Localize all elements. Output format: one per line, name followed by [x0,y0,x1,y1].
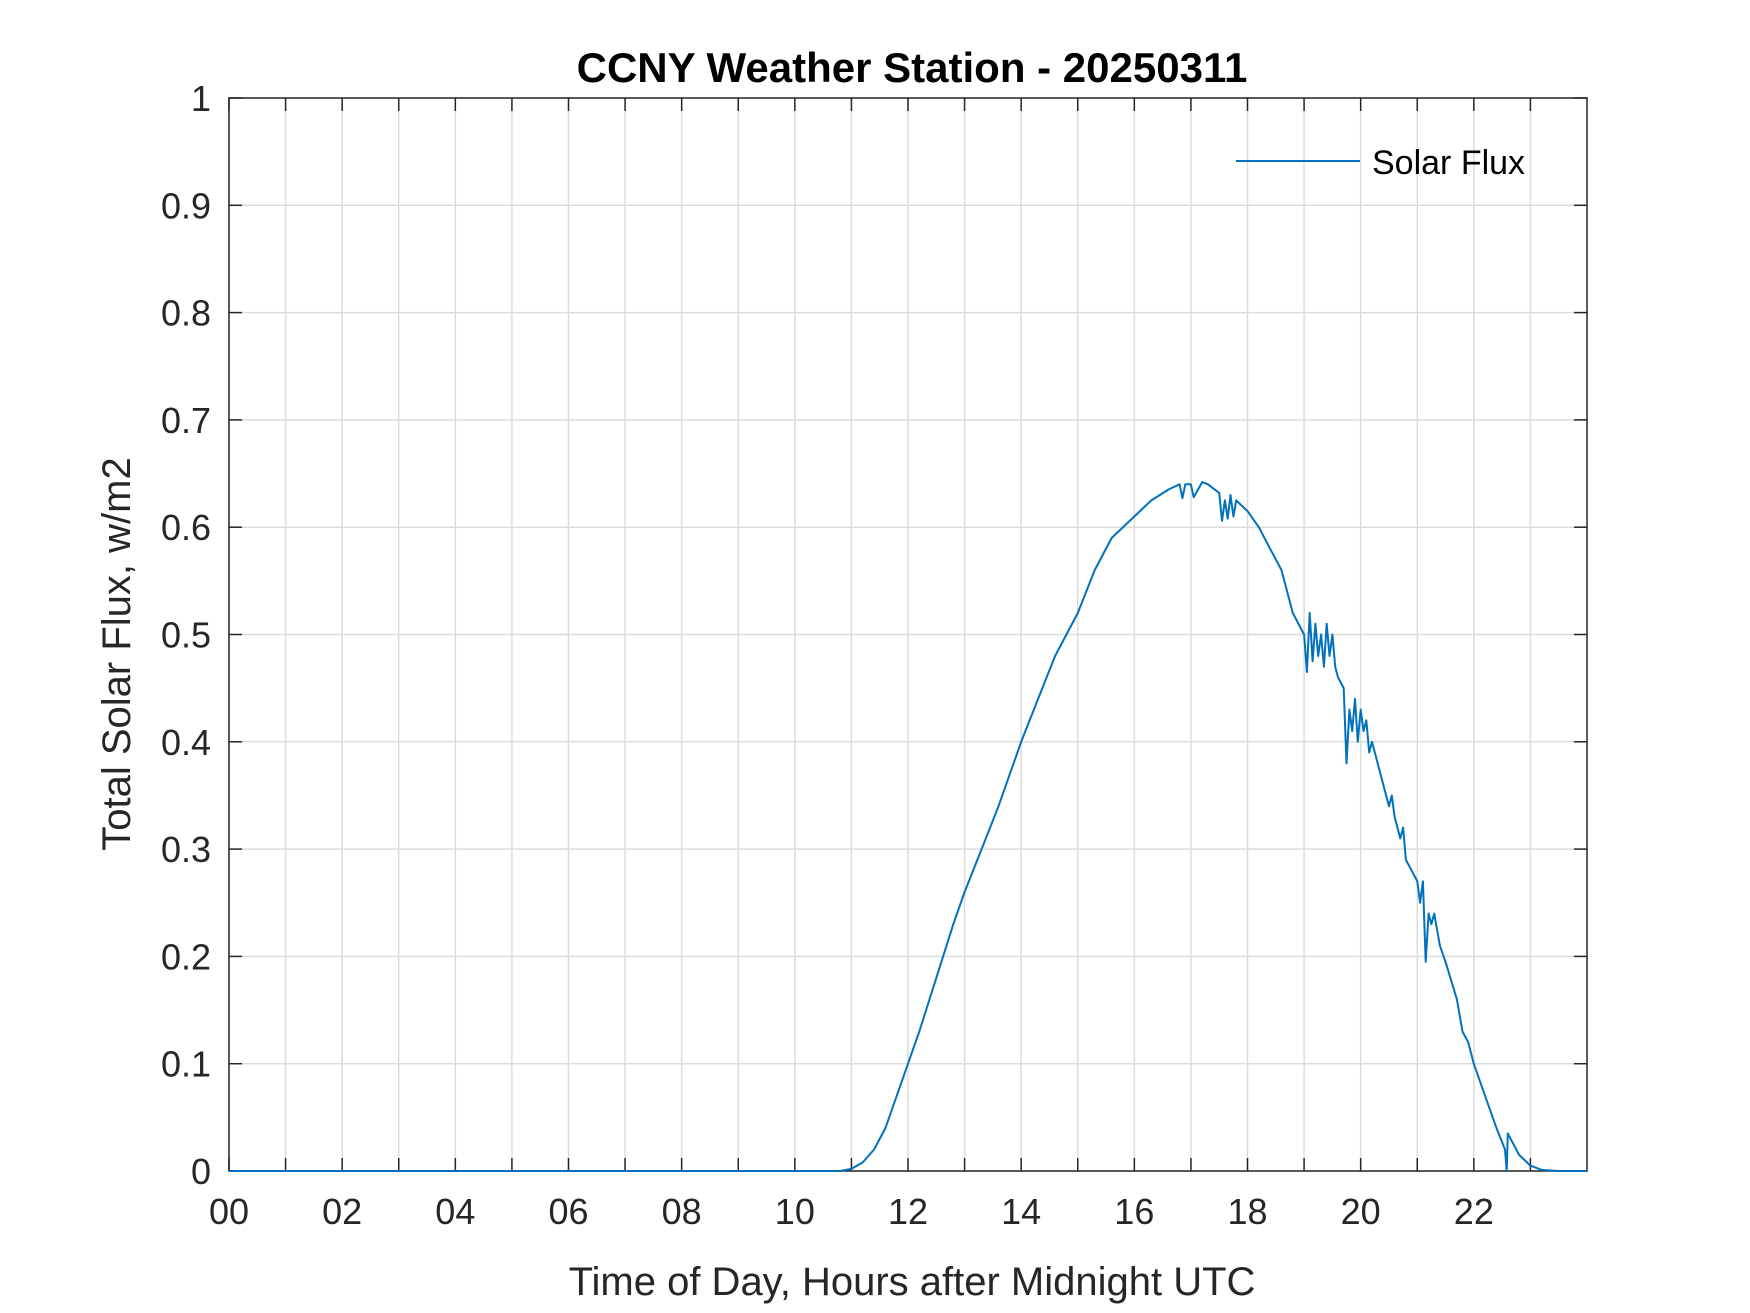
y-axis-label: Total Solar Flux, w/m2 [95,457,139,850]
x-tick-labels: 00 02 04 06 08 10 12 14 16 18 20 22 [209,1191,1494,1232]
x-tick-label: 02 [322,1191,362,1232]
y-tick-label: 1 [191,78,211,119]
legend-label-solar-flux: Solar Flux [1372,144,1525,182]
x-tick-label: 08 [662,1191,702,1232]
y-tick-label: 0.5 [161,615,211,656]
x-tick-label: 04 [435,1191,475,1232]
x-tick-label: 16 [1114,1191,1154,1232]
y-tick-label: 0 [191,1151,211,1192]
series-group [229,481,1587,1172]
x-tick-label: 00 [209,1191,249,1232]
y-tick-label: 0.8 [161,293,211,334]
x-tick-label: 12 [888,1191,928,1232]
y-tick-label: 0.1 [161,1044,211,1085]
x-tick-label: 22 [1454,1191,1494,1232]
axes-box [228,97,1588,1172]
chart-title: CCNY Weather Station - 20250311 [577,44,1248,91]
x-tick-label: 06 [548,1191,588,1232]
x-tick-label: 18 [1227,1191,1267,1232]
x-tick-label: 10 [775,1191,815,1232]
y-tick-label: 0.4 [161,722,211,763]
y-tick-label: 0.6 [161,507,211,548]
x-tick-label: 20 [1341,1191,1381,1232]
y-tick-labels: 0 0.1 0.2 0.3 0.4 0.5 0.6 0.7 0.8 0.9 1 [161,78,211,1192]
x-tick-label: 14 [1001,1191,1041,1232]
y-tick-label: 0.7 [161,400,211,441]
y-tick-label: 0.9 [161,185,211,226]
legend: Solar Flux [1236,144,1525,182]
series-line-solar-flux [229,481,1587,1172]
y-tick-label: 0.2 [161,936,211,977]
y-tick-label: 0.3 [161,829,211,870]
x-axis-label: Time of Day, Hours after Midnight UTC [569,1260,1256,1304]
